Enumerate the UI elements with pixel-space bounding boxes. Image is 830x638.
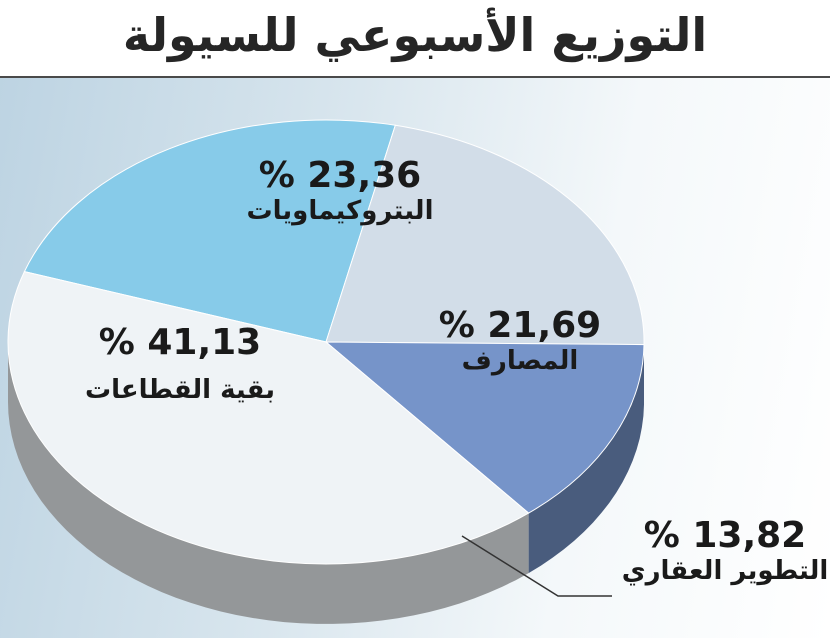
slice-value-petrochemicals: % 23,36 xyxy=(258,155,422,196)
pie-side-real-estate xyxy=(528,344,644,574)
pie-slice-other-sectors xyxy=(7,271,530,565)
slice-name-real-estate: التطوير العقاري xyxy=(621,556,829,586)
slice-value-other-sectors: % 41,13 xyxy=(98,322,262,363)
slice-name-other-sectors: بقية القطاعات xyxy=(84,375,276,405)
pie-side-other-sectors xyxy=(8,342,529,624)
slice-label-other-sectors: % 41,13 بقية القطاعات xyxy=(60,322,300,405)
leader-line-real-estate xyxy=(461,535,612,597)
slice-label-banks: % 21,69 المصارف xyxy=(420,305,620,376)
pie-slice-real-estate xyxy=(324,341,645,514)
slice-label-real-estate: % 13,82 التطوير العقاري xyxy=(620,515,830,586)
slice-label-petrochemicals: % 23,36 البتروكيماويات xyxy=(230,155,450,226)
slice-name-petrochemicals: البتروكيماويات xyxy=(246,196,434,226)
header-bar: التوزيع الأسبوعي للسيولة xyxy=(0,0,830,78)
slice-value-banks: % 21,69 xyxy=(438,305,602,346)
slice-value-real-estate: % 13,82 xyxy=(643,515,807,556)
slice-name-banks: المصارف xyxy=(461,346,579,376)
page-title: التوزيع الأسبوعي للسيولة xyxy=(122,8,708,62)
pie-slice-petrochemicals xyxy=(23,119,396,343)
pie-slice-banks xyxy=(325,124,645,346)
